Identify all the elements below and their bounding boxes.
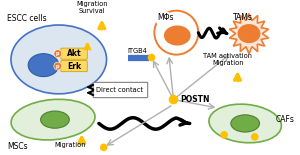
Text: ESCC cells: ESCC cells: [7, 13, 47, 22]
Text: TAMs: TAMs: [233, 13, 253, 22]
Text: Akt: Akt: [67, 49, 81, 58]
Circle shape: [220, 131, 228, 139]
Text: CAFs: CAFs: [276, 115, 295, 124]
Text: TAM activation
Migration: TAM activation Migration: [203, 53, 253, 66]
Circle shape: [54, 50, 62, 58]
Polygon shape: [230, 13, 268, 54]
Ellipse shape: [209, 104, 281, 143]
FancyBboxPatch shape: [93, 82, 148, 98]
Text: p: p: [56, 51, 60, 56]
Circle shape: [251, 133, 259, 141]
Ellipse shape: [28, 54, 59, 77]
Ellipse shape: [238, 24, 260, 43]
Circle shape: [169, 95, 178, 104]
Ellipse shape: [164, 25, 191, 46]
FancyBboxPatch shape: [61, 61, 87, 72]
Text: p: p: [56, 64, 60, 69]
Ellipse shape: [40, 111, 69, 128]
Text: Migration: Migration: [55, 142, 86, 148]
FancyBboxPatch shape: [61, 48, 87, 59]
Circle shape: [148, 54, 155, 61]
Ellipse shape: [11, 99, 95, 140]
Ellipse shape: [155, 12, 174, 27]
Text: Erk: Erk: [67, 62, 81, 71]
Text: Migration
Survival: Migration Survival: [76, 2, 108, 14]
Ellipse shape: [11, 25, 106, 94]
Text: Direct contact: Direct contact: [96, 87, 143, 93]
Ellipse shape: [231, 115, 260, 132]
Circle shape: [100, 144, 107, 151]
Text: MΦs: MΦs: [157, 13, 174, 22]
Text: ITGB4: ITGB4: [128, 48, 148, 54]
Text: POSTN: POSTN: [180, 95, 210, 104]
Text: MSCs: MSCs: [7, 142, 28, 151]
Circle shape: [54, 62, 62, 70]
